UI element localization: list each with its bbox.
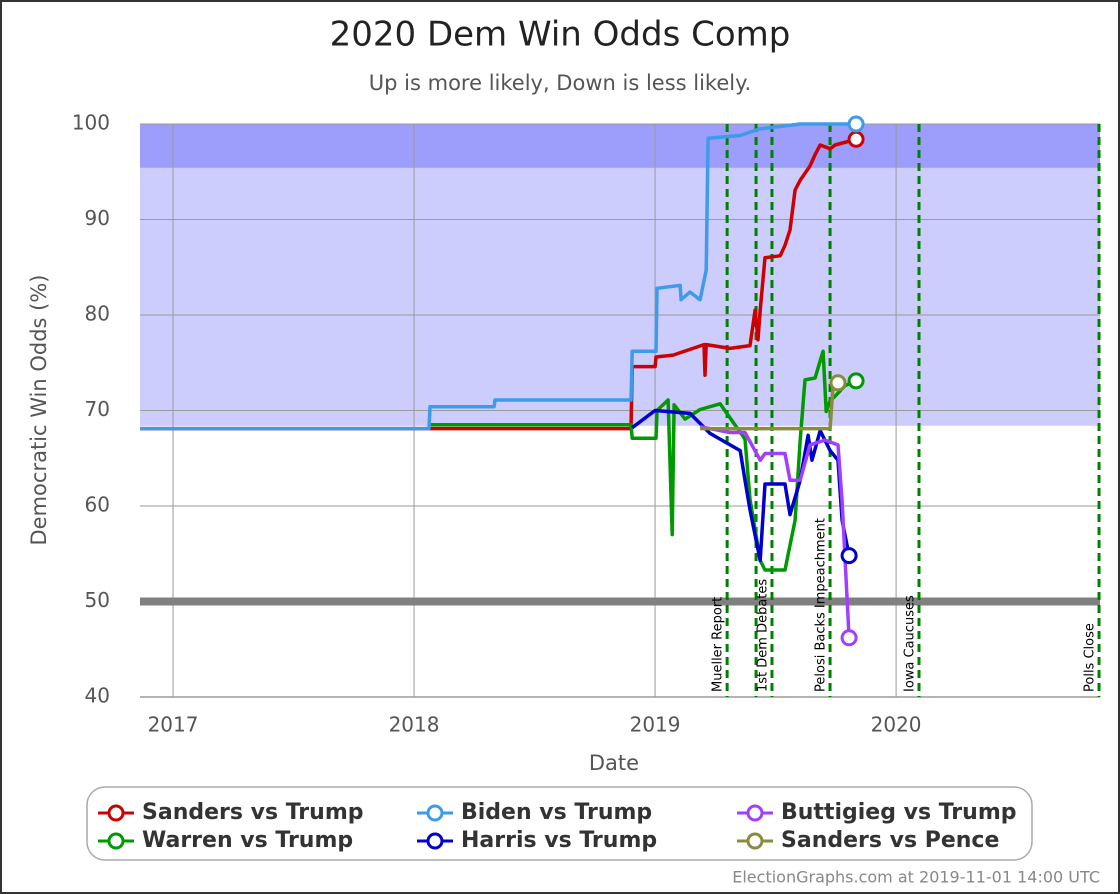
band [140, 167, 1100, 426]
legend-marker [746, 804, 764, 822]
x-tick-label: 2019 [630, 713, 681, 737]
event-label: Iowa Caucuses [902, 595, 917, 692]
x-axis-label: Date [589, 751, 639, 775]
series-line [430, 349, 857, 572]
legend-marker [426, 804, 444, 822]
chart-title: 2020 Dem Win Odds Comp [330, 15, 791, 55]
legend-label: Buttigieg vs Trump [781, 800, 1017, 825]
y-tick-label: 80 [85, 302, 110, 326]
event-label: Polls Close [1083, 623, 1098, 692]
y-tick-label: 50 [85, 588, 110, 612]
end-marker [847, 130, 865, 148]
y-tick-label: 60 [85, 493, 110, 517]
legend-label: Biden vs Trump [461, 800, 652, 825]
chart-subtitle: Up is more likely, Down is less likely. [369, 71, 751, 95]
legend-marker [107, 804, 125, 822]
y-tick-label: 100 [72, 111, 110, 135]
legend-marker [746, 832, 764, 850]
x-tick-label: 2018 [389, 713, 440, 737]
y-tick-label: 70 [85, 397, 110, 421]
event-label: Pelosi Backs Impeachment [814, 518, 829, 692]
event-label: 1st Dem Debates [755, 579, 770, 692]
y-tick-label: 90 [85, 206, 110, 230]
legend-box [86, 786, 1033, 861]
end-marker [840, 629, 858, 647]
end-marker [829, 374, 847, 392]
footer: ElectionGraphs.com at 2019-11-01 14:00 U… [732, 868, 1100, 887]
event-label: Mueller Report [711, 597, 726, 692]
legend-marker [107, 832, 125, 850]
y-axis-label: Democratic Win Odds (%) [27, 274, 51, 545]
legend-marker [426, 832, 444, 850]
y-tick-label: 40 [85, 684, 110, 708]
end-marker [840, 547, 858, 565]
series-line [140, 122, 857, 431]
legend-label: Harris vs Trump [461, 828, 657, 853]
series-line [140, 137, 857, 431]
series-line [631, 408, 851, 563]
legend-label: Sanders vs Pence [781, 828, 999, 853]
end-marker [847, 115, 865, 133]
series-line [699, 424, 851, 638]
x-tick-label: 2020 [871, 713, 922, 737]
legend-label: Warren vs Trump [142, 828, 353, 853]
band [140, 124, 1100, 168]
end-marker [847, 372, 865, 390]
legend-label: Sanders vs Trump [142, 800, 364, 825]
x-tick-label: 2017 [148, 713, 199, 737]
